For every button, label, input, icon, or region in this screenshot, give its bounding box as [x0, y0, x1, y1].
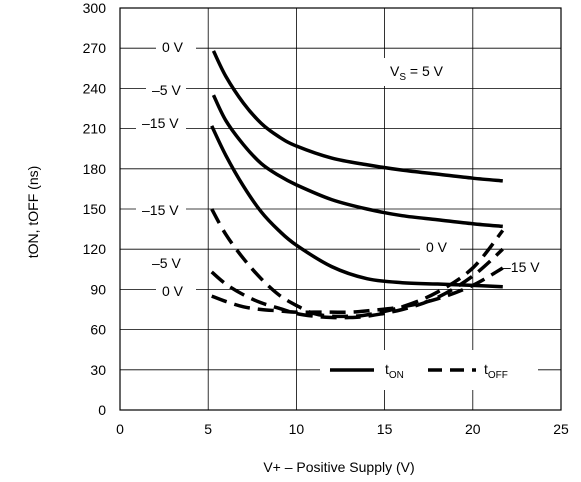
y-tick-label: 150 [83, 201, 107, 217]
y-tick-label: 120 [83, 241, 107, 257]
curve-labels: 0 V –5 V –15 V –15 V –5 V 0 V 0 V –15 V [142, 39, 540, 299]
curve-label-ton-15v: –15 V [142, 115, 179, 131]
t-off-curve-5v [210, 247, 504, 320]
y-axis-title: tON, tOFF (ns) [25, 166, 41, 259]
x-tick-label: 10 [289, 421, 305, 437]
curve-label-toff-15v-right: –15 V [503, 259, 540, 275]
y-tick-label: 300 [83, 0, 107, 16]
curve-label-ton-0v-right: 0 V [426, 239, 448, 255]
supply-annotation: VS = 5 V [390, 63, 444, 83]
curve-label-backgrounds [136, 37, 550, 301]
y-tick-label: 240 [83, 80, 107, 96]
x-tick-label: 0 [116, 421, 124, 437]
x-tick-label: 5 [204, 421, 212, 437]
curve-label-ton-5v: –5 V [152, 82, 181, 98]
x-tick-label: 15 [377, 421, 393, 437]
t-off-curve-0v [211, 266, 504, 315]
legend-label-ton: tON [385, 361, 404, 381]
curve-label-toff-15v: –15 V [142, 202, 179, 218]
curve-label-background [156, 37, 196, 57]
y-tick-label: 90 [90, 281, 106, 297]
t-on-curve-15v [210, 125, 503, 289]
tick-labels: 0 5 10 15 20 25 0 30 60 90 120 150 180 210 240 270 300 [83, 0, 569, 437]
curve-label-background [136, 113, 186, 133]
curve-label-background [156, 281, 196, 301]
legend: tON tOFF [320, 350, 538, 390]
x-tick-label: 20 [465, 421, 481, 437]
curve-label-ton-0v: 0 V [162, 39, 184, 55]
grid-lines [120, 8, 561, 410]
t-on-curve-5v [211, 94, 503, 229]
y-tick-label: 180 [83, 161, 107, 177]
curve-label-toff-0v: 0 V [162, 283, 184, 299]
series-layer [210, 50, 505, 320]
y-tick-label: 210 [83, 121, 107, 137]
curve-label-background [496, 257, 550, 277]
t-on-curve-0v [211, 50, 503, 183]
x-axis-title: V+ – Positive Supply (V) [263, 459, 414, 475]
legend-label-toff: tOFF [484, 361, 508, 381]
annotation-background [384, 58, 460, 86]
y-tick-label: 30 [90, 362, 106, 378]
curve-label-background [146, 253, 186, 273]
plot-frame [119, 7, 562, 411]
x-tick-label: 25 [553, 421, 569, 437]
y-tick-label: 0 [98, 402, 106, 418]
y-tick-label: 60 [90, 322, 106, 338]
curve-label-background [420, 237, 460, 257]
curve-label-background [136, 200, 186, 220]
y-tick-label: 270 [83, 40, 107, 56]
curve-label-toff-5v: –5 V [152, 255, 181, 271]
curve-label-background [146, 80, 186, 100]
